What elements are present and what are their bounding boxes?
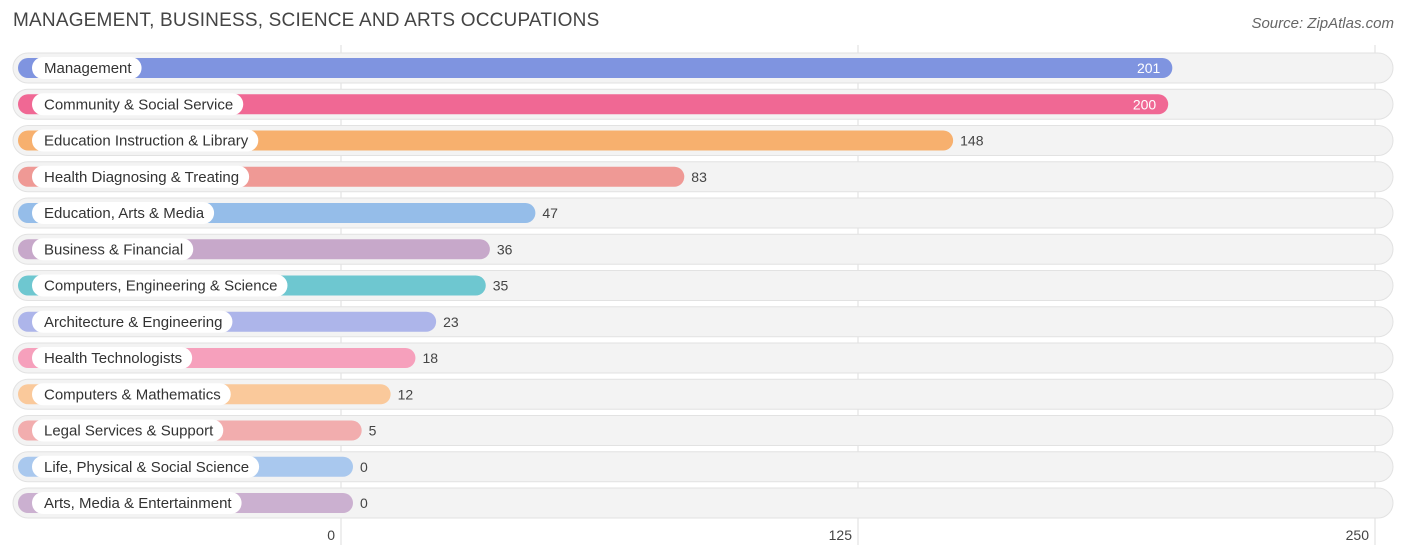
category-label: Management	[44, 60, 132, 77]
category-label: Architecture & Engineering	[44, 314, 222, 331]
category-label-bg	[32, 383, 231, 406]
category-label: Life, Physical & Social Science	[44, 459, 249, 476]
category-label-bg	[32, 347, 193, 369]
category-label: Arts, Media & Entertainment	[44, 495, 232, 512]
value-label: 0	[360, 495, 368, 511]
value-label: 35	[493, 278, 509, 294]
value-label: 23	[443, 314, 459, 330]
category-label-bg	[32, 202, 215, 224]
value-label: 47	[542, 205, 558, 221]
value-label: 18	[422, 350, 438, 366]
category-label: Computers & Mathematics	[44, 386, 221, 403]
category-label: Community & Social Service	[44, 96, 233, 113]
category-label: Education Instruction & Library	[44, 133, 249, 150]
value-label: 36	[497, 241, 513, 257]
value-label: 12	[398, 386, 414, 402]
value-label: 0	[360, 459, 368, 475]
category-label-bg	[32, 165, 250, 188]
row-track	[12, 451, 1394, 483]
value-label: 148	[960, 133, 984, 149]
value-label: 83	[691, 169, 707, 185]
value-label: 5	[369, 423, 377, 439]
bar	[18, 94, 1169, 115]
category-label: Education, Arts & Media	[44, 205, 205, 222]
x-tick-label: 125	[829, 527, 853, 543]
category-label-bg	[32, 238, 194, 261]
category-label-bg	[32, 310, 233, 333]
category-label-bg	[32, 455, 260, 478]
category-label-bg	[32, 129, 259, 152]
category-label-bg	[32, 274, 288, 297]
source-note: Source: ZipAtlas.com	[1251, 15, 1394, 32]
category-label: Computers, Engineering & Science	[44, 278, 277, 295]
category-label-bg	[32, 492, 242, 514]
category-label-bg	[32, 419, 224, 442]
category-label: Health Technologists	[44, 350, 182, 367]
x-tick-label: 250	[1346, 527, 1370, 543]
value-label: 201	[1137, 60, 1161, 76]
category-label: Business & Financial	[44, 241, 183, 258]
category-label: Health Diagnosing & Treating	[44, 169, 239, 186]
value-label: 200	[1133, 96, 1157, 112]
row-track	[12, 487, 1394, 519]
x-tick-label: 0	[327, 527, 335, 543]
category-label-bg	[32, 93, 244, 116]
bar	[18, 58, 1173, 78]
chart-title: MANAGEMENT, BUSINESS, SCIENCE AND ARTS O…	[13, 10, 600, 31]
category-label-bg	[32, 57, 142, 79]
category-label: Legal Services & Support	[44, 423, 214, 440]
